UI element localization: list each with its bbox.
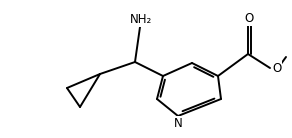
Text: O: O: [245, 12, 254, 25]
Text: O: O: [272, 62, 281, 75]
Text: N: N: [174, 117, 182, 130]
Text: NH₂: NH₂: [130, 13, 152, 26]
